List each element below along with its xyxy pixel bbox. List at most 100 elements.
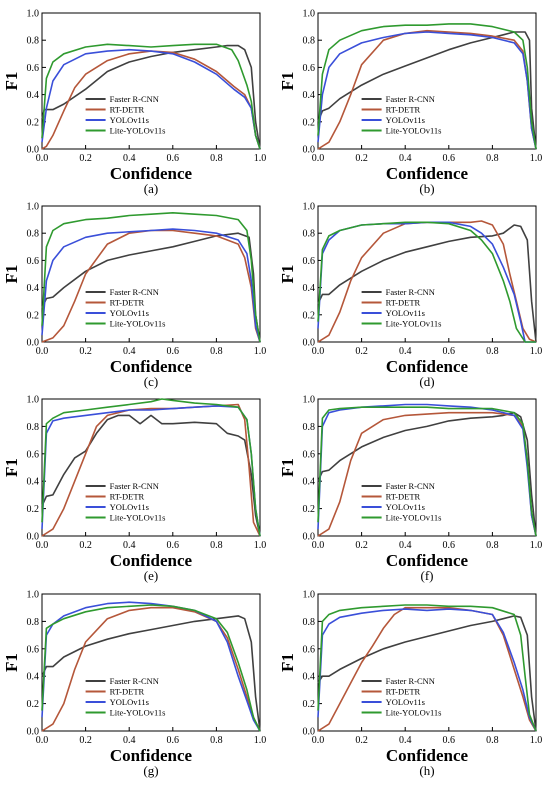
x-tick-label: 1.0	[530, 540, 543, 551]
x-tick-label: 0.4	[399, 153, 412, 164]
y-tick-label: 0.2	[27, 117, 40, 128]
x-tick-label: 1.0	[254, 540, 267, 551]
x-tick-label: 0.4	[123, 540, 136, 551]
y-axis-label: F1	[2, 265, 21, 284]
y-tick-label: 0.6	[27, 256, 40, 267]
y-tick-label: 0.8	[303, 422, 316, 433]
x-tick-label: 0.4	[399, 540, 412, 551]
series-line-lite-yolov11s	[41, 43, 261, 150]
legend-entry: YOLOv11s	[386, 115, 425, 125]
legend-entry: RT-DETR	[110, 298, 145, 308]
series-line-lite-yolov11s	[317, 604, 537, 732]
y-tick-label: 0.2	[303, 504, 316, 515]
legend-entry: Faster R-CNN	[386, 287, 435, 297]
plot-frame	[317, 593, 537, 732]
x-tick-label: 0.4	[123, 153, 136, 164]
x-tick-label: 0.8	[210, 346, 223, 357]
chart-panel-g: 0.0 0.2 0.4 0.6 0.8 1.0 0.0 0.2 0.4 0.6 0.8 1.0 Conf…	[2, 590, 266, 779]
series-line-faster-r-cnn	[317, 615, 537, 732]
series-line-lite-yolov11s	[317, 23, 537, 150]
panel-label: (a)	[144, 181, 158, 196]
plot-frame	[41, 398, 261, 537]
x-tick-label: 0.0	[312, 735, 325, 746]
y-tick-label: 0.4	[27, 90, 40, 101]
x-tick-label: 0.2	[355, 540, 368, 551]
series-line-rt-detr	[317, 606, 537, 732]
panel-label: (e)	[144, 568, 158, 583]
y-tick-label: 0.8	[27, 422, 40, 433]
x-tick-label: 0.8	[486, 540, 499, 551]
y-tick-label: 0.8	[27, 36, 40, 47]
y-tick-label: 1.0	[303, 590, 316, 601]
y-tick-label: 0.0	[303, 145, 316, 156]
x-tick-label: 1.0	[530, 346, 543, 357]
x-tick-label: 0.6	[167, 735, 180, 746]
x-tick-label: 0.8	[210, 735, 223, 746]
chart-panel-a: 0.0 0.2 0.4 0.6 0.8 1.0 0.0 0.2 0.4 0.6 0.8 1.0 Conf…	[2, 9, 266, 197]
y-tick-label: 0.2	[27, 699, 40, 710]
x-tick-label: 1.0	[254, 735, 267, 746]
y-tick-label: 0.4	[27, 477, 40, 488]
series-line-yolov11s	[317, 31, 537, 150]
x-tick-label: 0.0	[36, 153, 49, 164]
y-axis-label: F1	[2, 458, 21, 477]
legend-entry: RT-DETR	[386, 298, 421, 308]
legend-entry: Lite-YOLOv11s	[110, 126, 166, 136]
y-tick-label: 0.4	[303, 477, 316, 488]
y-tick-label: 0.0	[303, 727, 316, 738]
plot-frame	[317, 12, 537, 150]
chart-panel-e: 0.0 0.2 0.4 0.6 0.8 1.0 0.0 0.2 0.4 0.6 0.8 1.0 Conf…	[2, 395, 266, 584]
x-tick-label: 0.0	[312, 346, 325, 357]
legend-entry: RT-DETR	[386, 105, 421, 115]
y-axis-label: F1	[278, 653, 297, 672]
legend-entry: YOLOv11s	[386, 308, 425, 318]
legend-entry: Lite-YOLOv11s	[110, 319, 166, 329]
y-tick-label: 0.6	[303, 449, 316, 460]
legend-entry: Lite-YOLOv11s	[110, 513, 166, 523]
legend-entry: YOLOv11s	[110, 308, 149, 318]
series-line-yolov11s	[317, 221, 536, 343]
y-tick-label: 0.8	[27, 617, 40, 628]
legend-entry: Faster R-CNN	[110, 287, 159, 297]
x-axis-label: Confidence	[110, 164, 193, 183]
x-tick-label: 0.4	[123, 346, 136, 357]
series-line-lite-yolov11s	[41, 604, 261, 732]
y-tick-label: 0.2	[27, 310, 40, 321]
y-tick-label: 0.8	[303, 617, 316, 628]
x-tick-label: 1.0	[254, 346, 267, 357]
series-line-lite-yolov11s	[41, 398, 261, 537]
legend-entry: Lite-YOLOv11s	[386, 319, 442, 329]
x-tick-label: 0.8	[486, 153, 499, 164]
y-tick-label: 0.2	[303, 117, 316, 128]
y-tick-label: 1.0	[303, 9, 316, 20]
x-tick-label: 0.6	[443, 540, 456, 551]
panel-label: (g)	[143, 763, 158, 778]
series-line-lite-yolov11s	[41, 212, 261, 343]
plot-frame	[41, 12, 261, 150]
y-axis-label: F1	[278, 265, 297, 284]
x-tick-label: 0.6	[443, 346, 456, 357]
y-tick-label: 0.4	[303, 672, 316, 683]
x-tick-label: 0.2	[79, 346, 92, 357]
x-tick-label: 0.2	[79, 735, 92, 746]
plot-frame	[317, 205, 537, 343]
chart-panel-h: 0.0 0.2 0.4 0.6 0.8 1.0 0.0 0.2 0.4 0.6 0.8 1.0 Conf…	[278, 590, 542, 779]
x-tick-label: 0.0	[36, 346, 49, 357]
legend-entry: YOLOv11s	[110, 697, 149, 707]
legend-entry: Faster R-CNN	[110, 481, 159, 491]
y-tick-label: 0.0	[27, 338, 40, 349]
panel-label: (d)	[419, 374, 434, 389]
series-line-yolov11s	[41, 228, 261, 343]
x-tick-label: 0.2	[355, 346, 368, 357]
legend-entry: RT-DETR	[386, 492, 421, 502]
y-tick-label: 0.6	[303, 256, 316, 267]
x-tick-label: 0.4	[399, 346, 412, 357]
y-axis-label: F1	[278, 72, 297, 91]
y-tick-label: 0.4	[303, 283, 316, 294]
legend-entry: RT-DETR	[110, 105, 145, 115]
